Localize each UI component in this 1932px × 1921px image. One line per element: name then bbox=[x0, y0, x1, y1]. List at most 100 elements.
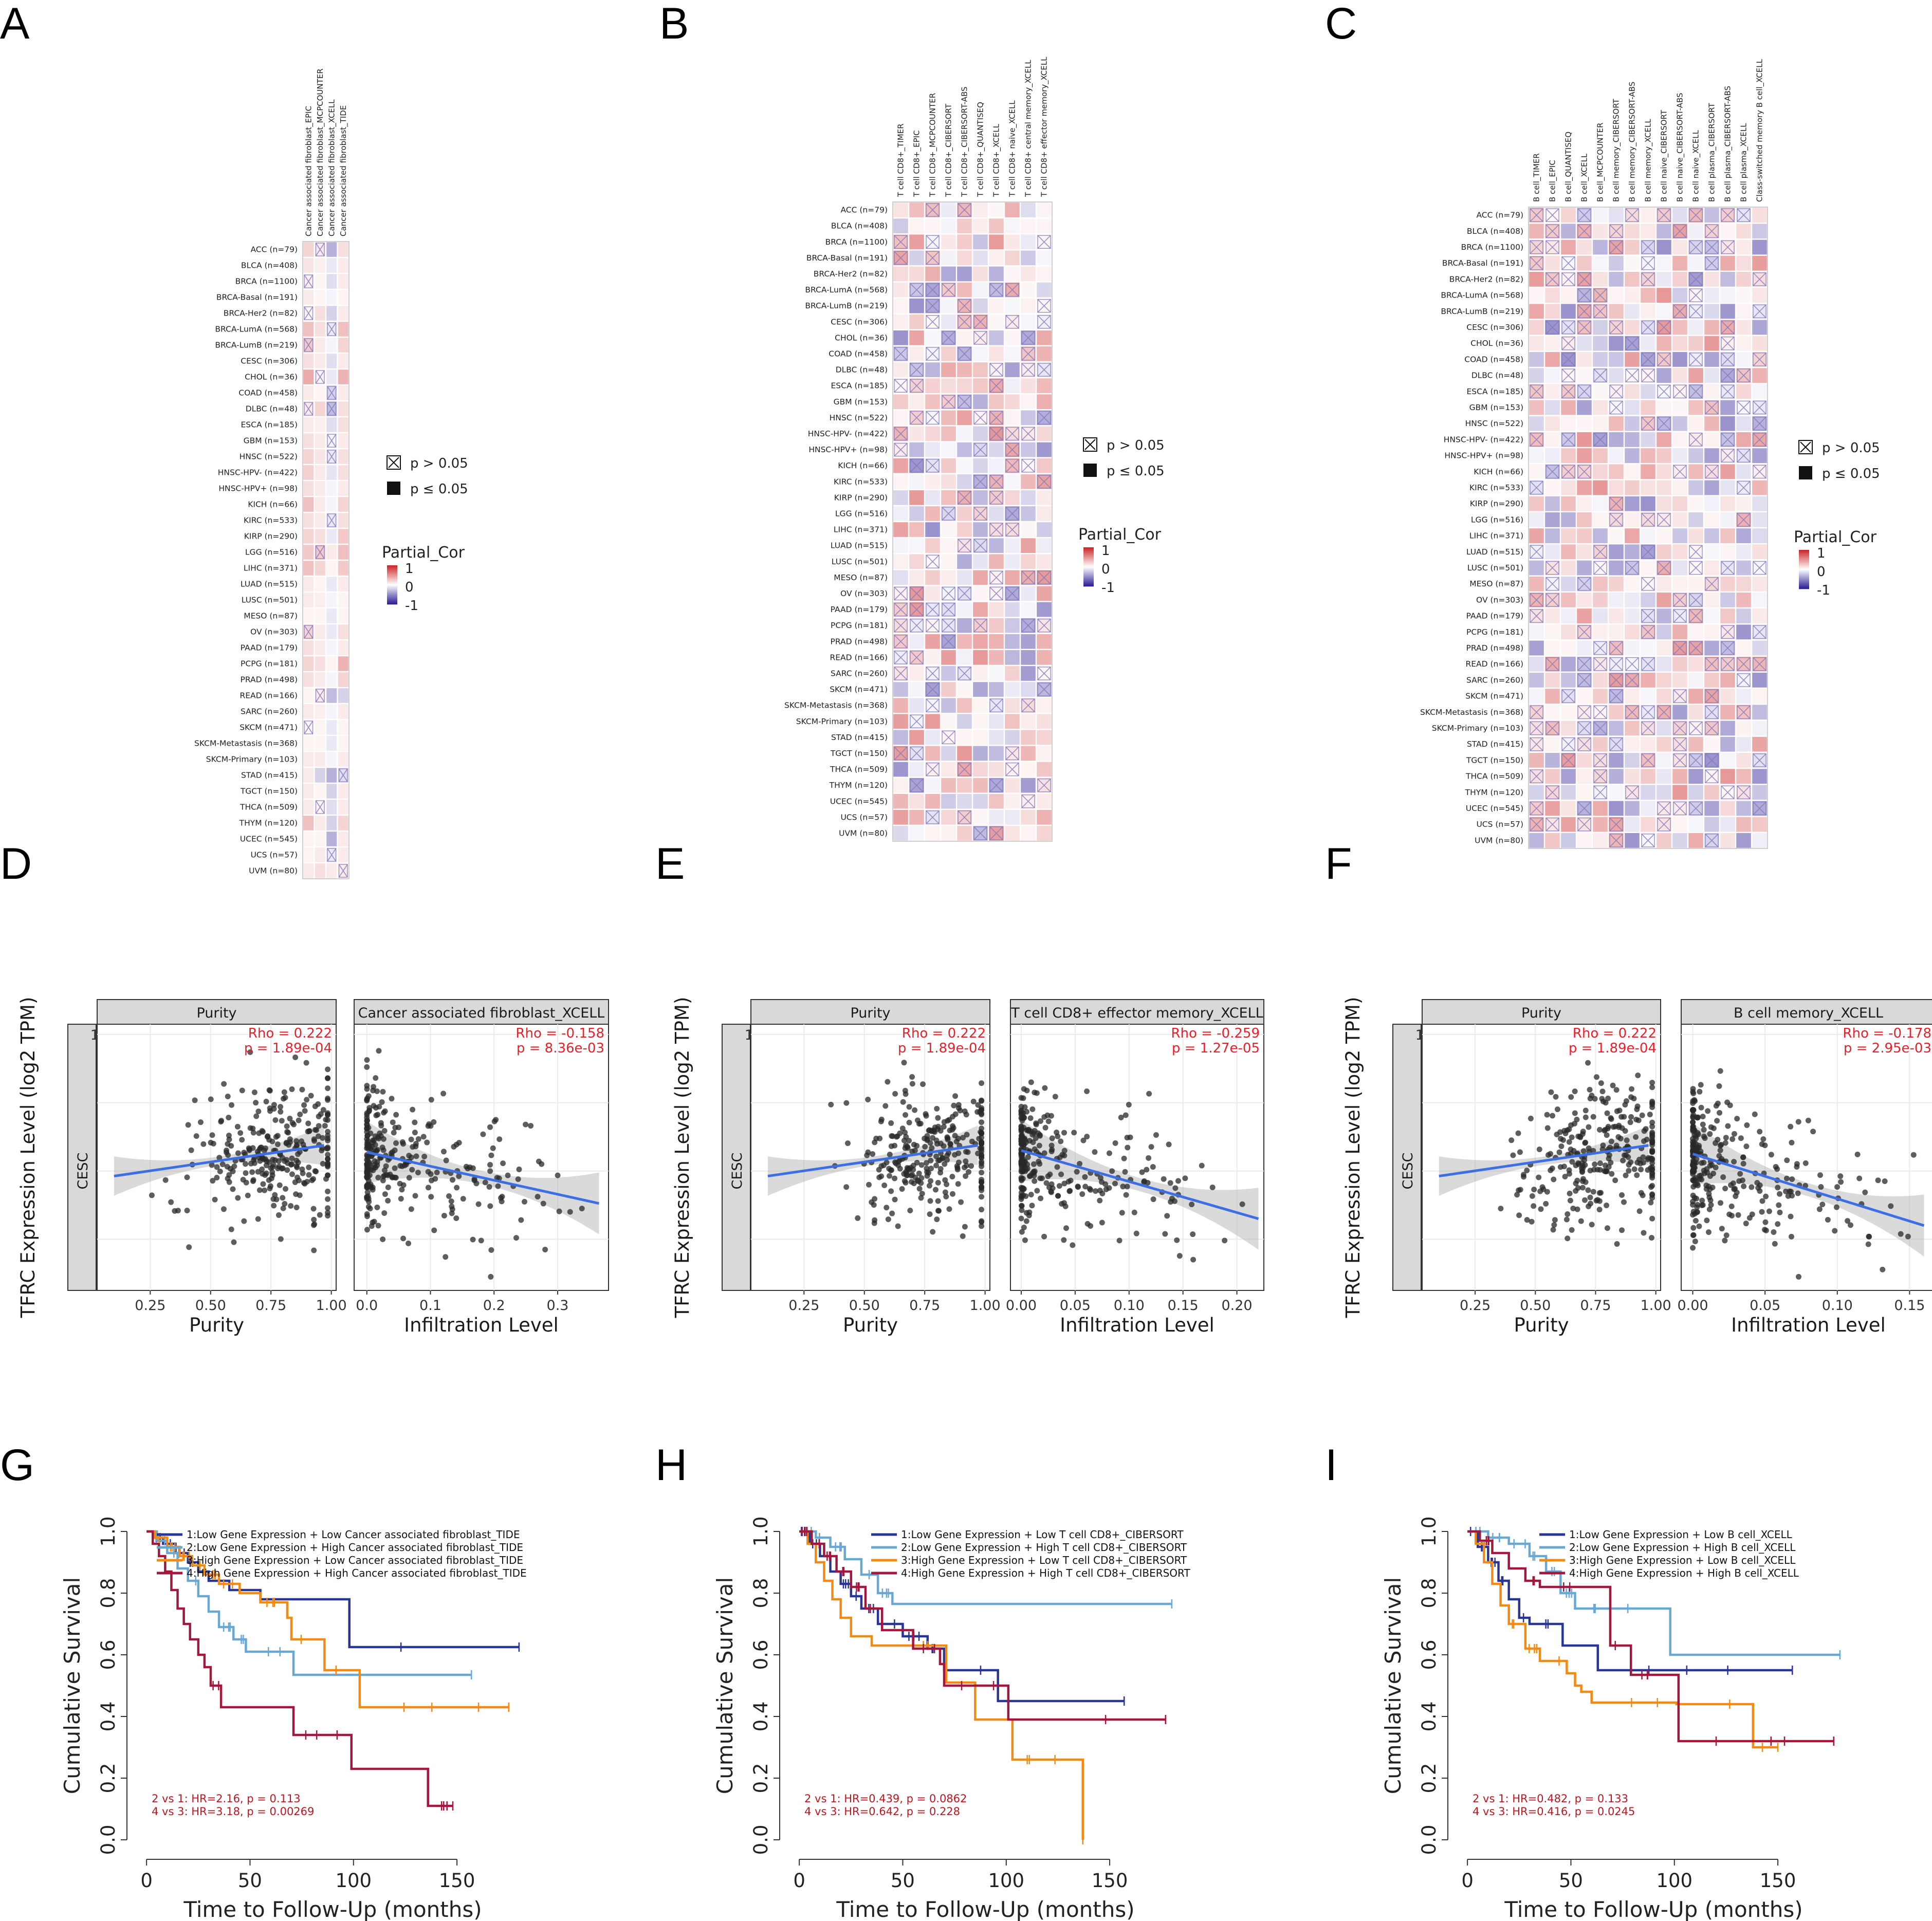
colorbar-segment bbox=[1083, 584, 1094, 586]
heatmap-cell bbox=[957, 234, 972, 250]
heatmap-cell bbox=[925, 426, 940, 441]
heatmap-cell bbox=[326, 688, 337, 703]
heatmap-cell bbox=[303, 529, 314, 544]
heatmap-cell bbox=[957, 714, 972, 729]
heatmap-cell bbox=[338, 370, 348, 384]
nonsignificant-cross bbox=[1625, 337, 1639, 350]
nonsignificant-cross bbox=[1641, 545, 1655, 559]
nonsignificant-box bbox=[1609, 834, 1623, 847]
heatmap-cell bbox=[989, 714, 1004, 729]
nonsignificant-cross bbox=[1530, 384, 1543, 398]
row-label: UCS (n=57) bbox=[1476, 820, 1523, 829]
nonsignificant-cross bbox=[304, 402, 314, 416]
data-point bbox=[1018, 1203, 1024, 1209]
hr-stat: 2 vs 1: HR=0.482, p = 0.133 bbox=[1473, 1793, 1628, 1805]
heatmap-cell bbox=[1641, 448, 1655, 463]
heatmap-cell bbox=[1005, 362, 1020, 377]
heatmap-cell bbox=[315, 656, 325, 671]
heatmap-cell bbox=[326, 354, 337, 368]
data-point bbox=[263, 1145, 269, 1151]
data-point bbox=[1771, 1229, 1777, 1235]
x-tick-label: 0.05 bbox=[1060, 1298, 1091, 1314]
heatmap-cell bbox=[925, 570, 940, 585]
data-point bbox=[449, 1177, 455, 1183]
data-point bbox=[1538, 1206, 1544, 1212]
data-point bbox=[924, 1133, 930, 1139]
colorbar-tick: 1 bbox=[1101, 543, 1110, 559]
survival-curve bbox=[799, 1530, 1172, 1605]
heatmap-cell bbox=[1688, 400, 1703, 415]
heatmap-cell bbox=[1657, 464, 1671, 479]
heatmap-cell bbox=[1720, 801, 1735, 816]
nonsignificant-cross bbox=[926, 283, 940, 297]
data-point bbox=[1042, 1124, 1048, 1131]
data-point bbox=[1763, 1227, 1769, 1233]
nonsignificant-box bbox=[1737, 208, 1751, 222]
nonsignificant-cross bbox=[926, 315, 940, 329]
data-point bbox=[261, 1156, 267, 1162]
nonsignificant-cross bbox=[315, 370, 325, 384]
nonsignificant-cross bbox=[1021, 459, 1035, 473]
heatmap-cell bbox=[941, 458, 956, 473]
nonsignificant-box bbox=[1037, 778, 1051, 792]
heatmap-cell bbox=[1625, 576, 1640, 592]
nonsignificant-box bbox=[327, 402, 337, 416]
heatmap-cell bbox=[1561, 304, 1576, 319]
nonsignificant-cross bbox=[1593, 641, 1607, 655]
nonsignificant-box bbox=[1577, 801, 1591, 816]
heatmap-cell bbox=[1625, 689, 1640, 704]
heatmap-cell bbox=[1545, 496, 1560, 511]
data-point bbox=[1699, 1202, 1705, 1208]
nonsignificant-cross bbox=[1530, 609, 1543, 623]
data-point bbox=[528, 1123, 534, 1129]
heatmap-cell bbox=[973, 298, 988, 313]
data-point bbox=[955, 1159, 962, 1166]
nonsignificant-cross bbox=[1561, 433, 1575, 447]
data-point bbox=[979, 1179, 985, 1186]
legend-title: Partial_Cor bbox=[1078, 526, 1162, 544]
colorbar-tick: 1 bbox=[405, 561, 414, 577]
data-point bbox=[935, 1179, 941, 1186]
heatmap-cell bbox=[1021, 506, 1036, 521]
data-point bbox=[1722, 1186, 1728, 1192]
heatmap-cell bbox=[1704, 673, 1719, 688]
data-point bbox=[1556, 1149, 1562, 1155]
data-point bbox=[1575, 1185, 1581, 1191]
data-point bbox=[293, 1138, 300, 1144]
survival-curve bbox=[146, 1530, 472, 1676]
nonsignificant-box bbox=[327, 386, 337, 400]
data-point bbox=[325, 1152, 331, 1158]
heatmap-cell bbox=[941, 266, 956, 282]
colorbar-segment bbox=[1083, 560, 1094, 561]
row-label: HNSC-HPV- (n=422) bbox=[218, 468, 298, 477]
nonsignificant-cross bbox=[1737, 673, 1751, 687]
heatmap-cell bbox=[303, 768, 314, 783]
nonsignificant-box bbox=[1561, 737, 1575, 751]
nonsignificant-cross bbox=[1545, 657, 1559, 671]
nonsignificant-cross bbox=[1753, 657, 1767, 671]
row-label: BRCA (n=1100) bbox=[1461, 243, 1523, 252]
data-point bbox=[1645, 1156, 1651, 1162]
data-point bbox=[1649, 1119, 1655, 1125]
x-tick-label: 0 bbox=[1461, 1870, 1474, 1892]
nonsignificant-box bbox=[1753, 753, 1767, 767]
heatmap-cell bbox=[1704, 640, 1719, 656]
nonsignificant-box bbox=[1705, 240, 1719, 254]
heatmap-cell bbox=[326, 577, 337, 592]
colorbar-segment bbox=[1799, 564, 1809, 566]
data-point bbox=[1164, 1213, 1170, 1219]
nonsignificant-box bbox=[1545, 721, 1559, 735]
heatmap-cell bbox=[315, 449, 325, 464]
heatmap-cell bbox=[315, 258, 325, 273]
data-point bbox=[1144, 1167, 1150, 1173]
nonsignificant-cross bbox=[1545, 818, 1559, 832]
heatmap-cell bbox=[973, 650, 988, 665]
heatmap-cell bbox=[1005, 554, 1020, 569]
column-label: T cell CD8+_TIMER bbox=[896, 123, 906, 197]
nonsignificant-cross bbox=[1657, 320, 1671, 335]
heatmap-cell bbox=[925, 378, 940, 393]
data-point bbox=[226, 1179, 232, 1185]
data-point bbox=[979, 1134, 985, 1140]
data-point bbox=[979, 1098, 985, 1104]
legend-nonsig-cross bbox=[1800, 441, 1811, 453]
